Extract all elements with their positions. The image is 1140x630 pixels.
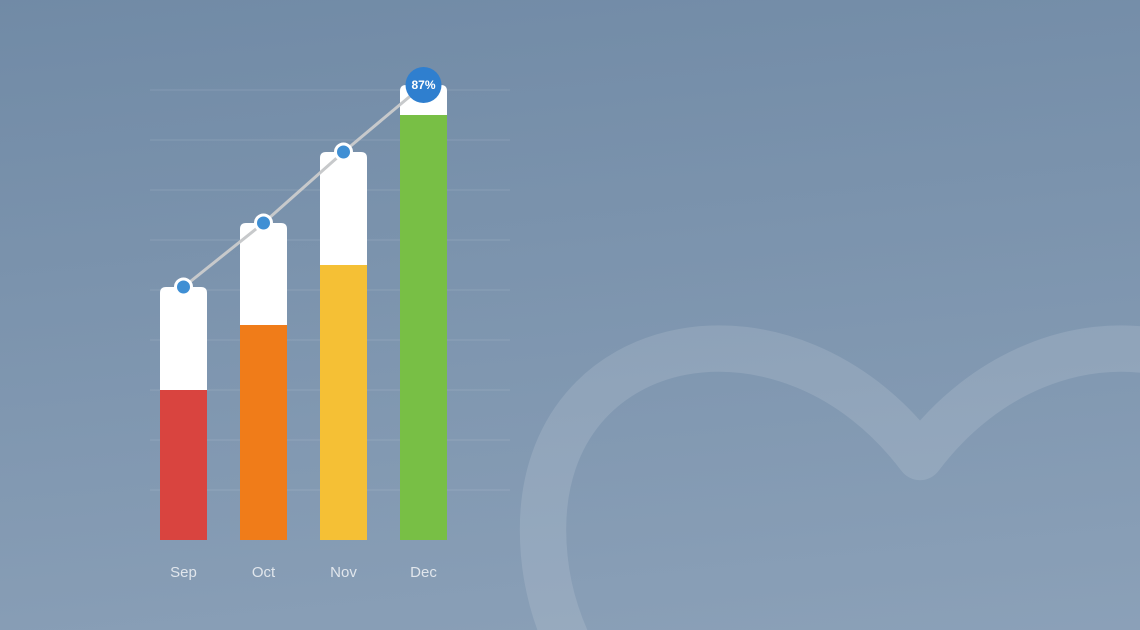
percent-badge-text: 87% [411, 78, 435, 92]
trend-marker [336, 144, 352, 160]
month-label-sep: Sep [170, 564, 197, 581]
month-label-nov: Nov [330, 564, 357, 581]
chart-canvas: 87% Sep Oct Nov Dec [0, 0, 1140, 630]
bar-fill-oct [240, 325, 287, 540]
bar-fill-sep [160, 390, 207, 540]
chart-svg: 87% [0, 0, 1140, 630]
trend-marker [256, 215, 272, 231]
bar-fill-dec [400, 115, 447, 540]
month-label-oct: Oct [252, 564, 275, 581]
trend-marker [176, 279, 192, 295]
bar-fill-nov [320, 265, 367, 540]
month-label-dec: Dec [410, 564, 437, 581]
